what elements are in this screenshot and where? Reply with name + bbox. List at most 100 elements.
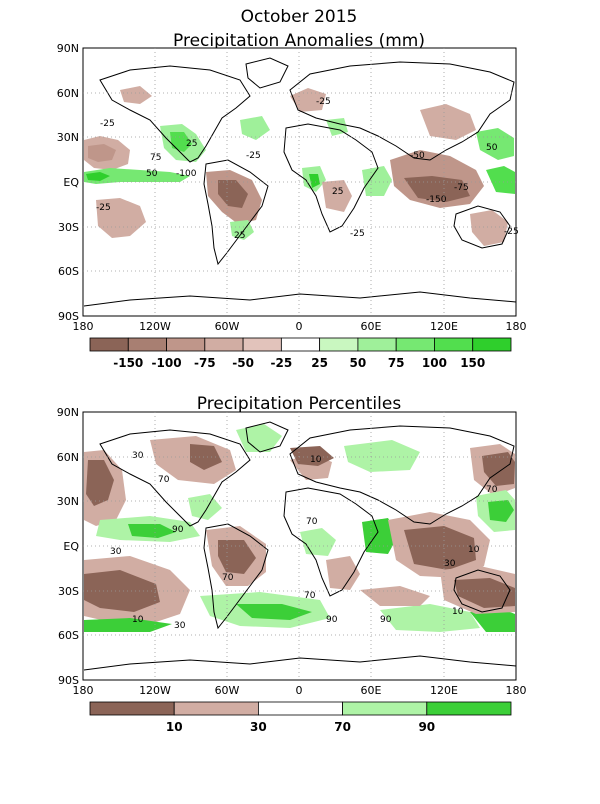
anomaly-lat-axis: 90N 60N 30N EQ 30S 60S 90S	[57, 42, 80, 323]
anomaly-contour-label: 50	[146, 169, 158, 179]
anomaly-region-asia-dry	[420, 104, 476, 140]
lon-tick-label: 60E	[361, 320, 382, 333]
anomaly-contour-label: 50	[486, 143, 498, 153]
coast-north-america	[99, 65, 251, 163]
percentile-colorbar-labels: 10 30 70 90	[166, 720, 435, 734]
anomaly-region-s-pacific-dry	[96, 198, 146, 238]
lat-tick-label: 30S	[58, 585, 79, 598]
lat-tick-label: 30N	[57, 495, 79, 508]
percentile-coastlines	[83, 421, 517, 671]
percentile-region-southern-ocean-high-4	[380, 604, 480, 632]
anomaly-contour-label: 25	[332, 187, 343, 197]
coast-antarctica	[83, 655, 517, 671]
percentile-region-southern-ocean-high-3	[236, 604, 312, 620]
anomaly-region-w-africa-wet-core	[309, 174, 320, 188]
colorbar-swatch	[89, 337, 129, 352]
colorbar-swatch	[89, 701, 175, 716]
lon-tick-label: 60W	[215, 684, 240, 697]
anomaly-contour-label: -25	[100, 119, 115, 129]
colorbar-label: -100	[152, 356, 182, 370]
percentile-region-siberia-high	[344, 440, 420, 472]
colorbar-swatch	[395, 337, 435, 352]
percentile-contour-label: 30	[132, 451, 144, 461]
anomaly-contour-label: -25	[350, 229, 365, 239]
colorbar-swatch	[319, 337, 359, 352]
colorbar-label: 30	[250, 720, 267, 734]
lon-tick-label: 180	[73, 320, 94, 333]
lon-tick-label: 120W	[139, 320, 171, 333]
lon-tick-label: 180	[73, 684, 94, 697]
colorbar-label: 25	[311, 356, 328, 370]
anomaly-contour-label: -50	[410, 151, 425, 161]
anomaly-colorbar-boxes	[89, 337, 512, 352]
anomaly-region-pacific-wet	[84, 168, 190, 184]
percentile-contour-label: 30	[110, 547, 122, 557]
lat-tick-label: 60S	[58, 265, 79, 278]
lon-tick-label: 120E	[430, 684, 458, 697]
anomaly-contour-label: -100	[176, 169, 197, 179]
anomaly-contour-label: 25	[234, 231, 245, 241]
percentile-colorbar-boxes	[89, 701, 512, 716]
anomaly-region-alaska-dry	[120, 86, 152, 104]
lat-tick-label: 30N	[57, 131, 79, 144]
colorbar-label: -25	[271, 356, 293, 370]
colorbar-swatch	[242, 337, 282, 352]
percentile-colorbar: 10 30 70 90	[89, 701, 512, 734]
percentile-map: 30 70 90 30 10 30 70 70 90 90 30 10 10 7…	[82, 411, 517, 681]
lon-tick-label: 60E	[361, 684, 382, 697]
anomaly-region-ne-pacific-dry-core	[88, 144, 116, 162]
percentile-contour-label: 30	[444, 559, 456, 569]
coast-australia	[453, 205, 511, 249]
colorbar-label: 50	[350, 356, 367, 370]
anomaly-region-maritime-dry-core	[404, 176, 470, 202]
percentile-contour-label: 90	[380, 615, 392, 625]
percentile-region-russia-very-low	[290, 446, 334, 466]
percentile-lon-axis: 180 120W 60W 0 60E 120E 180	[73, 684, 527, 697]
anomaly-colorbar-labels: -150 -100 -75 -50 -25 25 50 75 100 150	[113, 356, 485, 370]
coast-africa	[283, 487, 379, 597]
percentile-region-australia-very-low	[454, 578, 515, 608]
page-title: October 2015	[241, 7, 358, 27]
coast-eurasia	[289, 61, 515, 161]
percentile-region-tropical-pacific-very-high	[128, 524, 176, 538]
colorbar-swatch	[257, 701, 343, 716]
lon-tick-label: 0	[296, 320, 303, 333]
coast-africa	[283, 123, 379, 233]
percentile-contour-label: 10	[468, 545, 480, 555]
lat-tick-label: 90N	[57, 406, 79, 419]
anomaly-region-wpacific-wet	[476, 128, 514, 160]
anomaly-region-c-africa-dry	[322, 180, 352, 212]
percentile-region-southern-ocean-high-5	[470, 608, 515, 632]
lon-tick-label: 180	[506, 320, 527, 333]
lon-tick-label: 180	[506, 684, 527, 697]
colorbar-swatch	[173, 701, 259, 716]
percentile-contour-label: 70	[486, 485, 498, 495]
anomaly-region-australia-dry	[470, 210, 508, 246]
lat-tick-label: 60N	[57, 87, 79, 100]
anomaly-contour-label: -150	[426, 195, 447, 205]
percentile-map-title: Precipitation Percentiles	[197, 394, 402, 414]
lat-tick-label: 90S	[58, 310, 79, 323]
percentile-contour-label: 10	[310, 455, 322, 465]
anomaly-contour-label: 75	[150, 153, 161, 163]
colorbar-label: 100	[422, 356, 447, 370]
anomaly-contour-labels: -25 -25 75 -100 50 25 25 25 -25 -25 -150…	[96, 97, 519, 241]
coast-antarctica	[83, 291, 517, 307]
colorbar-label: -75	[194, 356, 216, 370]
anomaly-lon-axis: 180 120W 60W 0 60E 120E 180	[73, 320, 527, 333]
percentile-contour-labels: 30 70 90 30 10 30 70 70 90 90 30 10 10 7…	[110, 451, 498, 631]
lat-tick-label: 90N	[57, 42, 79, 55]
percentile-region-ne-pacific-very-low	[86, 460, 114, 506]
colorbar-label: 150	[460, 356, 485, 370]
lat-tick-label: 30S	[58, 221, 79, 234]
percentile-contour-label: 30	[174, 621, 186, 631]
coast-australia	[453, 569, 511, 613]
colorbar-swatch	[280, 337, 321, 352]
percentile-region-southern-ocean-high-1	[84, 618, 172, 632]
anomaly-region-amazon-dry-core	[218, 180, 248, 208]
percentile-contour-label: 70	[158, 475, 170, 485]
anomaly-map: -25 -25 75 -100 50 25 25 25 -25 -25 -150…	[82, 47, 519, 317]
percentile-region-sam-very-low	[218, 540, 256, 574]
lon-tick-label: 0	[296, 684, 303, 697]
